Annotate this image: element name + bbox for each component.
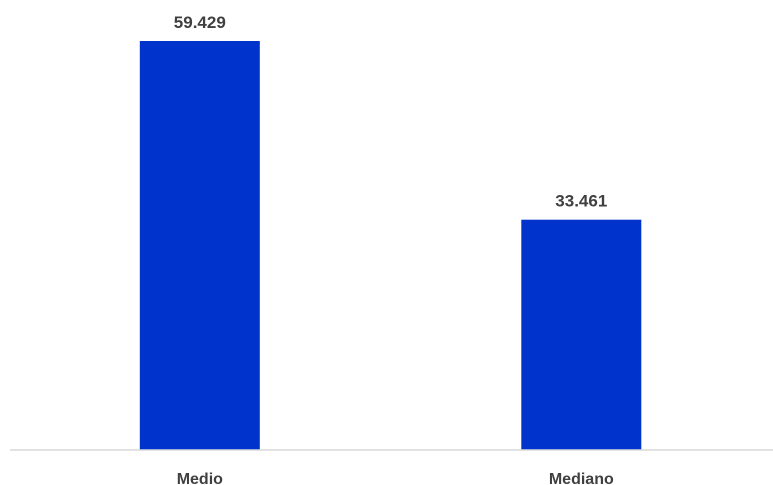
bar-mediano bbox=[521, 219, 642, 450]
data-label-medio: 59.429 bbox=[174, 13, 226, 32]
x-tick-labels-group: Medio Mediano bbox=[177, 471, 614, 485]
x-tick-label-mediano: Mediano bbox=[549, 471, 614, 485]
data-label-mediano: 33.461 bbox=[555, 192, 607, 211]
data-labels-group: 59.429 33.461 bbox=[174, 13, 607, 211]
bars-group bbox=[139, 41, 642, 450]
bar-medio bbox=[139, 41, 260, 450]
x-tick-label-medio: Medio bbox=[177, 471, 223, 485]
